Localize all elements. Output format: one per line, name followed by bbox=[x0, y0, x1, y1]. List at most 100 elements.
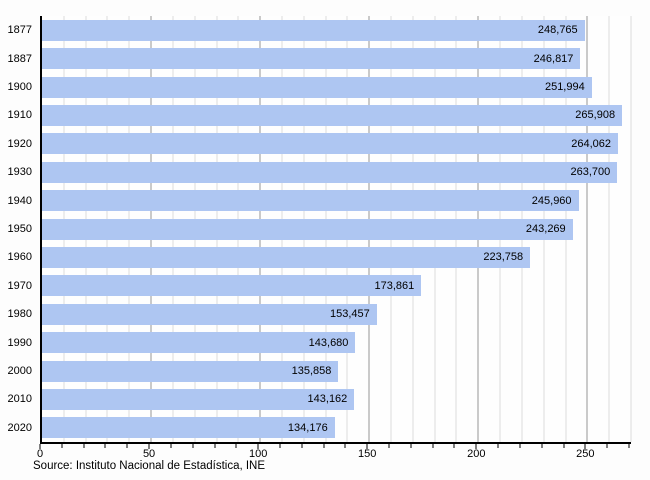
gridline-minor bbox=[630, 16, 632, 442]
x-tick bbox=[628, 444, 630, 448]
bar: 153,457 bbox=[42, 303, 377, 325]
bar-row: 143,162 bbox=[42, 385, 631, 413]
bar-row: 263,700 bbox=[42, 158, 631, 186]
bar: 143,680 bbox=[42, 332, 356, 354]
x-tick bbox=[39, 444, 41, 449]
x-tick-label: 50 bbox=[142, 448, 156, 460]
value-label: 251,994 bbox=[544, 81, 585, 94]
x-tick bbox=[170, 444, 172, 448]
x-tick bbox=[148, 444, 150, 449]
x-tick-label: 250 bbox=[576, 448, 595, 460]
bar: 134,176 bbox=[42, 417, 335, 439]
x-tick bbox=[388, 444, 390, 448]
bar-row: 223,758 bbox=[42, 243, 631, 271]
bar-row: 264,062 bbox=[42, 130, 631, 158]
x-tick bbox=[432, 444, 434, 448]
x-tick bbox=[279, 444, 281, 448]
x-tick bbox=[541, 444, 543, 448]
x-tick bbox=[126, 444, 128, 448]
value-label: 135,858 bbox=[291, 365, 332, 378]
gridline-minor bbox=[608, 16, 610, 442]
year-label: 1920 bbox=[7, 137, 32, 150]
value-label: 134,176 bbox=[287, 421, 328, 434]
x-tick bbox=[83, 444, 85, 448]
value-label: 173,861 bbox=[374, 279, 415, 292]
bar: 265,908 bbox=[42, 104, 623, 126]
year-label: 1990 bbox=[7, 336, 32, 349]
year-label: 2000 bbox=[7, 365, 32, 378]
bar: 251,994 bbox=[42, 76, 592, 98]
year-label: 2020 bbox=[7, 421, 32, 434]
bar: 143,162 bbox=[42, 388, 355, 410]
x-tick-label: 100 bbox=[248, 448, 268, 460]
bar-row: 251,994 bbox=[42, 73, 631, 101]
y-axis-labels: 1877 1887 1900 1910 1920 1930 1940 1950 1960 1970… bbox=[0, 16, 36, 442]
bar: 264,062 bbox=[42, 133, 619, 155]
bar: 223,758 bbox=[42, 246, 531, 268]
bar: 248,765 bbox=[42, 19, 585, 41]
x-tick bbox=[192, 444, 194, 448]
bar: 173,861 bbox=[42, 275, 422, 297]
x-ticks bbox=[39, 444, 630, 450]
bar-row: 153,457 bbox=[42, 300, 631, 328]
x-tick bbox=[606, 444, 608, 448]
x-tick-labels: 0 50 100 150 200 250 bbox=[36, 448, 629, 462]
x-tick-label: 0 bbox=[36, 448, 44, 460]
bar: 263,700 bbox=[42, 161, 618, 183]
bar-row: 173,861 bbox=[42, 272, 631, 300]
year-label: 1900 bbox=[7, 81, 32, 94]
year-label: 1970 bbox=[7, 279, 32, 292]
year-label: 1930 bbox=[7, 166, 32, 179]
bar-row: 243,269 bbox=[42, 215, 631, 243]
value-label: 248,765 bbox=[537, 24, 578, 37]
year-label: 1940 bbox=[7, 194, 32, 207]
value-label: 265,908 bbox=[575, 109, 616, 122]
x-tick bbox=[344, 444, 346, 448]
year-label: 1950 bbox=[7, 223, 32, 236]
x-tick bbox=[214, 444, 216, 448]
value-label: 246,817 bbox=[533, 52, 574, 65]
x-tick bbox=[497, 444, 499, 448]
bars-container: 248,765 246,817 251,994 265,908 264,062 263,7… bbox=[42, 16, 631, 442]
x-tick-label: 200 bbox=[467, 448, 486, 460]
x-tick bbox=[475, 444, 477, 449]
x-tick-label: 150 bbox=[358, 448, 377, 460]
value-label: 263,700 bbox=[570, 166, 611, 179]
x-tick bbox=[410, 444, 412, 448]
value-label: 143,162 bbox=[307, 393, 348, 406]
x-tick bbox=[366, 444, 368, 449]
bar: 135,858 bbox=[42, 360, 339, 382]
bar: 243,269 bbox=[42, 218, 573, 240]
bar-row: 135,858 bbox=[42, 357, 631, 385]
year-label: 1887 bbox=[7, 52, 32, 65]
x-tick bbox=[453, 444, 455, 448]
bar-row: 246,817 bbox=[42, 44, 631, 72]
x-tick bbox=[235, 444, 237, 448]
year-label: 1980 bbox=[7, 308, 32, 321]
bar-row: 245,960 bbox=[42, 186, 631, 214]
x-tick bbox=[257, 444, 259, 449]
bar-row: 134,176 bbox=[42, 414, 631, 442]
x-tick bbox=[323, 444, 325, 448]
x-tick bbox=[301, 444, 303, 448]
plot-area: 248,765 246,817 251,994 265,908 264,062 263,7… bbox=[40, 16, 632, 444]
value-label: 243,269 bbox=[525, 223, 566, 236]
bar: 245,960 bbox=[42, 190, 579, 212]
gridline-major bbox=[586, 16, 588, 442]
value-label: 264,062 bbox=[571, 137, 612, 150]
value-label: 143,680 bbox=[308, 336, 349, 349]
value-label: 245,960 bbox=[531, 194, 572, 207]
x-tick bbox=[104, 444, 106, 448]
bar-row: 248,765 bbox=[42, 16, 631, 44]
value-label: 223,758 bbox=[483, 251, 524, 264]
x-tick bbox=[519, 444, 521, 448]
year-label: 1960 bbox=[7, 251, 32, 264]
x-tick bbox=[584, 444, 586, 449]
value-label: 153,457 bbox=[329, 308, 370, 321]
x-tick bbox=[563, 444, 565, 448]
bar: 246,817 bbox=[42, 48, 581, 70]
year-label: 1910 bbox=[7, 109, 32, 122]
bar-row: 265,908 bbox=[42, 101, 631, 129]
year-label: 1877 bbox=[7, 24, 32, 37]
